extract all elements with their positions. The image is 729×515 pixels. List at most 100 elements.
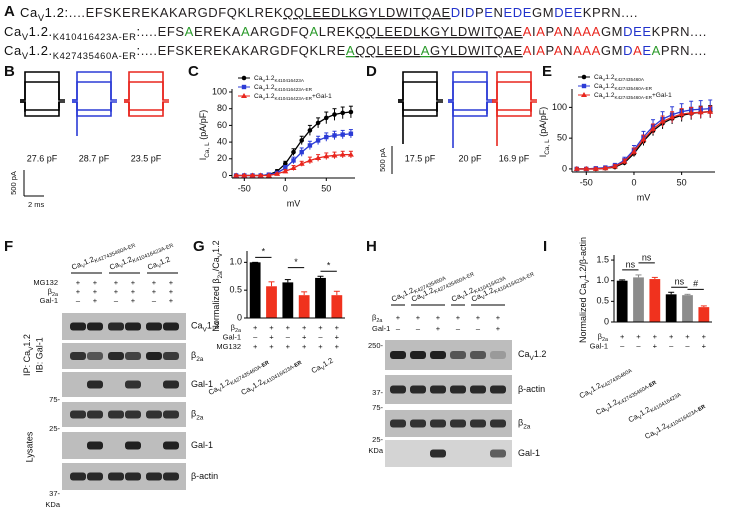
text-part: V: [638, 414, 644, 421]
residues: N: [563, 24, 573, 39]
text-part: Ca: [390, 291, 403, 304]
residues: E: [484, 5, 493, 20]
size-marker: 250-: [368, 341, 384, 350]
text-part: V: [81, 263, 87, 270]
residues: GM: [532, 5, 554, 20]
band-label: β2a: [191, 350, 204, 363]
blot-band: [410, 351, 426, 359]
blot-band: [470, 351, 486, 359]
panel-letter: F: [4, 238, 13, 255]
blot-band: [146, 322, 162, 331]
capacitance-label: 23.5 pF: [131, 153, 162, 163]
residues: P: [546, 24, 554, 39]
residues: A: [310, 24, 319, 39]
data-point: [659, 118, 666, 124]
scale-label: 500 pA: [378, 148, 387, 172]
data-point: [298, 160, 305, 166]
text-part: V: [217, 252, 224, 257]
text-part: V: [602, 95, 606, 100]
data-point: [299, 149, 304, 155]
text-part: K427435460A-ER: [53, 51, 137, 61]
size-marker: 37-: [372, 388, 383, 397]
text-part: Ca: [470, 291, 483, 304]
data-point: [241, 172, 248, 178]
y-tick-label: 40: [217, 136, 227, 146]
condition-sign: +: [93, 296, 98, 305]
ib-label: IB: Gal-1: [34, 337, 44, 373]
bar: [616, 280, 628, 322]
band-label: Gal-1: [191, 440, 213, 450]
text-part: 2a: [602, 337, 608, 343]
band-label: CaV1.2: [518, 349, 546, 362]
sequence-label: CaV1.2.K410416423A-ER:: [4, 24, 141, 42]
residues: PRN....: [661, 43, 707, 58]
y-tick-label: 0.5: [229, 285, 242, 295]
capacitance-label: 20 pF: [458, 153, 482, 163]
data-point: [348, 109, 354, 115]
residues: ....EFSKEREKAKARGDFQKLREK: [69, 5, 283, 20]
text-part: Ca: [211, 257, 221, 269]
text-part: V: [22, 51, 29, 61]
residues: A: [421, 43, 430, 58]
text-part: V: [461, 295, 467, 302]
blot-band: [125, 322, 141, 331]
condition-sign: –: [286, 332, 291, 341]
data-point: [290, 164, 297, 170]
data-point: [573, 165, 580, 171]
x-tick-label: 50: [677, 177, 687, 187]
size-marker: 75-: [49, 395, 60, 404]
blot-band: [410, 419, 426, 428]
capacitance-label: 16.9 pF: [499, 153, 530, 163]
text-part: β: [518, 418, 523, 428]
blot-band: [87, 472, 103, 481]
text-part: β: [48, 287, 53, 296]
condition-sign: +: [286, 342, 291, 351]
residues: LREK: [319, 24, 355, 39]
current-trace: [448, 71, 493, 148]
text-part: Ca: [594, 74, 603, 81]
condition-sign: +: [302, 342, 307, 351]
panel-letter: C: [188, 63, 199, 80]
residues: QQLEEDLKGYLDWITQAE: [283, 5, 451, 20]
residues: I: [532, 24, 536, 39]
text-part: β: [598, 332, 603, 341]
blot-band: [87, 380, 103, 389]
residues: A: [536, 24, 545, 39]
x-axis-label: mV: [637, 192, 651, 202]
condition-sign: –: [253, 332, 258, 341]
condition-label: β2a: [48, 287, 58, 298]
text-part: 1.2: [158, 254, 171, 266]
blot-band: [163, 472, 179, 481]
condition-sign: –: [396, 324, 401, 333]
condition-sign: +: [93, 287, 98, 296]
x-tick-label: -50: [238, 183, 251, 193]
text-part: V: [589, 390, 595, 397]
data-point: [291, 149, 296, 155]
band-label: β2a: [191, 409, 204, 422]
text-part: K410416423A-: [666, 408, 700, 431]
significance-label: ns: [626, 259, 636, 269]
text-part: I: [538, 155, 548, 158]
condition-sign: +: [76, 287, 81, 296]
blot-band: [108, 410, 124, 419]
text-part: Ca: [578, 284, 588, 296]
text-part: 1.2: [422, 285, 435, 298]
capacitance-label: 27.6 pF: [27, 153, 58, 163]
text-part: K427435460A-: [617, 384, 651, 407]
blot-band: [125, 472, 141, 481]
text-part: Ca: [254, 75, 263, 82]
blot-band: [108, 472, 124, 481]
legend-marker: [581, 74, 587, 80]
text-part: Ca: [4, 24, 22, 39]
condition-sign: +: [335, 342, 340, 351]
text-part: V: [38, 13, 45, 23]
residues: A: [633, 43, 642, 58]
data-point: [621, 158, 628, 164]
group-label: CaV1.2: [310, 356, 336, 378]
text-part: K427435460A: [614, 77, 644, 82]
text-part: 1.2: [265, 93, 274, 100]
trace-line: [398, 81, 438, 101]
y-tick-label: 50: [557, 133, 567, 143]
text-part: V: [401, 295, 407, 302]
text-part: V: [218, 387, 224, 394]
